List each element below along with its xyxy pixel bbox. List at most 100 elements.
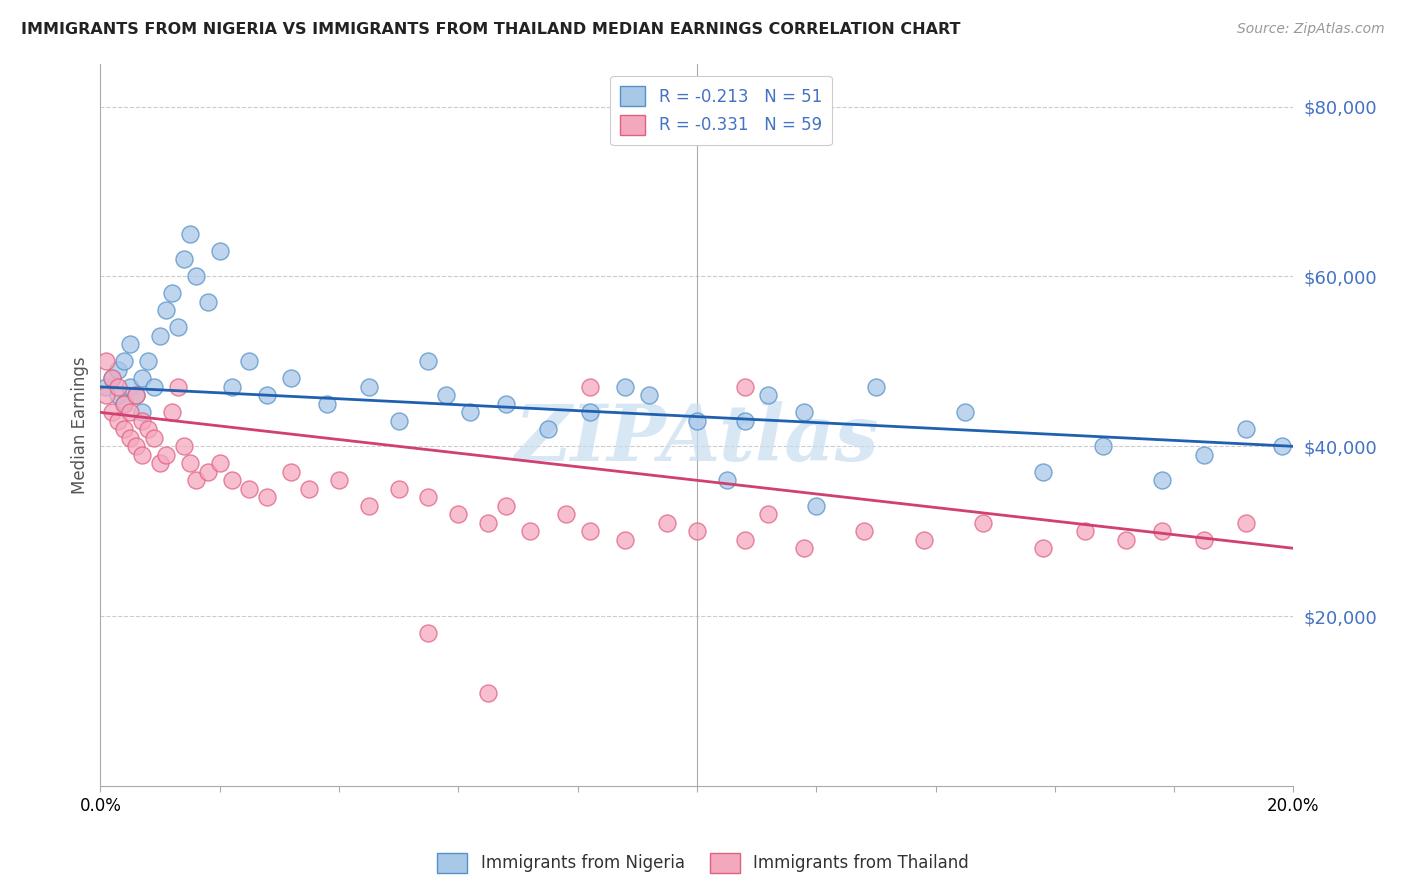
Point xyxy=(1091,439,1114,453)
Point xyxy=(865,380,887,394)
Point xyxy=(793,405,815,419)
Point xyxy=(160,286,183,301)
Point xyxy=(96,354,118,368)
Point xyxy=(143,380,166,394)
Point xyxy=(1032,465,1054,479)
Point xyxy=(112,422,135,436)
Point xyxy=(120,431,142,445)
Point xyxy=(184,473,207,487)
Point xyxy=(1152,473,1174,487)
Point xyxy=(912,533,935,547)
Point xyxy=(179,456,201,470)
Point xyxy=(120,405,142,419)
Point xyxy=(477,516,499,530)
Point xyxy=(655,516,678,530)
Point xyxy=(1192,448,1215,462)
Point xyxy=(758,508,780,522)
Point xyxy=(578,524,600,539)
Point xyxy=(125,439,148,453)
Point xyxy=(578,380,600,394)
Point xyxy=(519,524,541,539)
Legend: R = -0.213   N = 51, R = -0.331   N = 59: R = -0.213 N = 51, R = -0.331 N = 59 xyxy=(610,76,832,145)
Point xyxy=(1192,533,1215,547)
Point xyxy=(972,516,994,530)
Point xyxy=(131,371,153,385)
Point xyxy=(734,380,756,394)
Point xyxy=(434,388,457,402)
Point xyxy=(125,388,148,402)
Point xyxy=(197,465,219,479)
Point xyxy=(96,380,118,394)
Point xyxy=(131,448,153,462)
Point xyxy=(256,388,278,402)
Point xyxy=(1234,422,1257,436)
Point xyxy=(101,371,124,385)
Text: ZIPAtlas: ZIPAtlas xyxy=(515,401,879,478)
Point xyxy=(614,380,637,394)
Point xyxy=(418,491,440,505)
Point xyxy=(734,414,756,428)
Point xyxy=(298,482,321,496)
Point xyxy=(316,397,339,411)
Point xyxy=(458,405,481,419)
Point xyxy=(107,414,129,428)
Y-axis label: Median Earnings: Median Earnings xyxy=(72,356,89,494)
Point xyxy=(1032,541,1054,556)
Point xyxy=(136,354,159,368)
Point xyxy=(256,491,278,505)
Point xyxy=(173,252,195,267)
Point xyxy=(806,499,828,513)
Point xyxy=(112,397,135,411)
Point xyxy=(155,303,177,318)
Point xyxy=(537,422,560,436)
Point xyxy=(221,380,243,394)
Point xyxy=(1270,439,1292,453)
Point xyxy=(131,405,153,419)
Point xyxy=(131,414,153,428)
Point xyxy=(160,405,183,419)
Point xyxy=(136,422,159,436)
Point xyxy=(734,533,756,547)
Point xyxy=(388,414,411,428)
Point xyxy=(357,499,380,513)
Point xyxy=(184,269,207,284)
Point xyxy=(852,524,875,539)
Point xyxy=(112,354,135,368)
Point xyxy=(388,482,411,496)
Point xyxy=(167,380,190,394)
Point xyxy=(447,508,470,522)
Point xyxy=(173,439,195,453)
Point xyxy=(238,482,260,496)
Point xyxy=(107,363,129,377)
Point xyxy=(120,337,142,351)
Point xyxy=(614,533,637,547)
Point xyxy=(107,380,129,394)
Text: IMMIGRANTS FROM NIGERIA VS IMMIGRANTS FROM THAILAND MEDIAN EARNINGS CORRELATION : IMMIGRANTS FROM NIGERIA VS IMMIGRANTS FR… xyxy=(21,22,960,37)
Point xyxy=(197,294,219,309)
Point xyxy=(238,354,260,368)
Point xyxy=(1115,533,1137,547)
Point xyxy=(495,499,517,513)
Point xyxy=(155,448,177,462)
Point xyxy=(716,473,738,487)
Point xyxy=(495,397,517,411)
Point xyxy=(167,320,190,334)
Point xyxy=(101,371,124,385)
Point xyxy=(208,244,231,258)
Point xyxy=(143,431,166,445)
Point xyxy=(758,388,780,402)
Point xyxy=(179,227,201,241)
Point xyxy=(554,508,576,522)
Point xyxy=(125,388,148,402)
Point xyxy=(686,524,709,539)
Point xyxy=(328,473,350,487)
Point xyxy=(149,329,172,343)
Point xyxy=(149,456,172,470)
Point xyxy=(418,354,440,368)
Point xyxy=(578,405,600,419)
Point xyxy=(107,388,129,402)
Point xyxy=(477,686,499,700)
Point xyxy=(280,465,302,479)
Point xyxy=(101,405,124,419)
Text: Source: ZipAtlas.com: Source: ZipAtlas.com xyxy=(1237,22,1385,37)
